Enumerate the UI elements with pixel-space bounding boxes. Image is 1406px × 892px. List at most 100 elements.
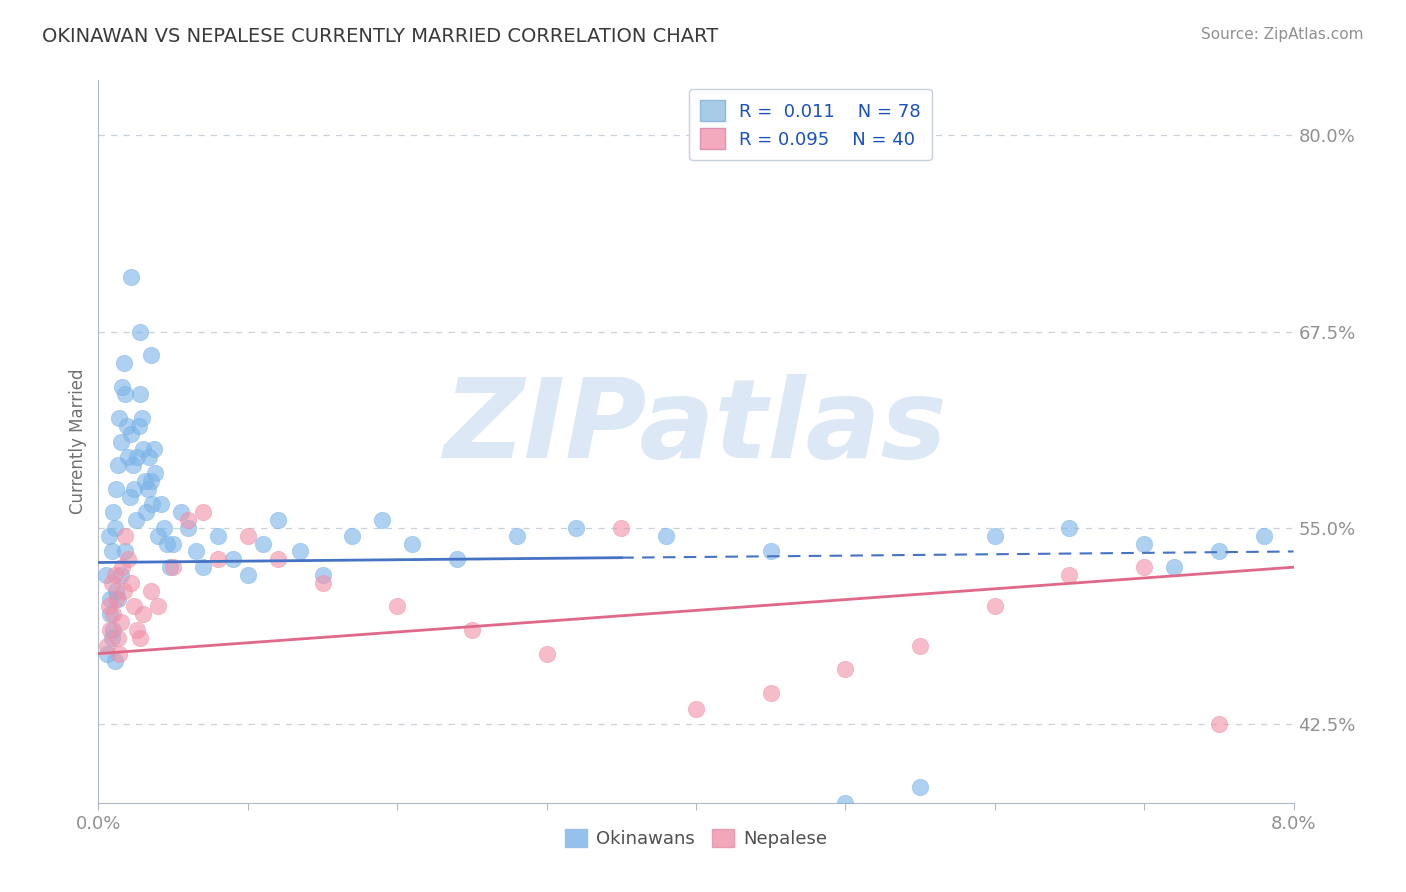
Point — [138, 450, 160, 465]
Point — [94, 568, 117, 582]
Point — [107, 631, 129, 645]
Point — [129, 325, 152, 339]
Point — [311, 568, 333, 582]
Point — [105, 583, 128, 598]
Point — [610, 521, 633, 535]
Point — [105, 591, 128, 606]
Y-axis label: Currently Married: Currently Married — [69, 368, 87, 515]
Point — [984, 529, 1007, 543]
Point — [97, 529, 120, 543]
Point — [98, 607, 122, 622]
Point — [655, 529, 678, 543]
Point — [134, 474, 156, 488]
Point — [96, 647, 118, 661]
Point — [252, 536, 274, 550]
Point — [908, 780, 931, 794]
Point — [110, 615, 132, 630]
Point — [685, 701, 707, 715]
Legend: Okinawans, Nepalese: Okinawans, Nepalese — [558, 822, 834, 855]
Text: Source: ZipAtlas.com: Source: ZipAtlas.com — [1201, 27, 1364, 42]
Point — [139, 348, 162, 362]
Point — [120, 269, 142, 284]
Point — [128, 418, 150, 433]
Point — [177, 513, 200, 527]
Point — [125, 513, 148, 527]
Point — [565, 521, 588, 535]
Point — [105, 482, 128, 496]
Point — [104, 655, 127, 669]
Point — [139, 474, 162, 488]
Point — [110, 434, 132, 449]
Point — [191, 560, 214, 574]
Point — [111, 560, 134, 574]
Point — [115, 418, 138, 433]
Point — [127, 450, 149, 465]
Point — [156, 536, 179, 550]
Point — [236, 529, 259, 543]
Point — [506, 529, 529, 543]
Point — [114, 529, 136, 543]
Point — [191, 505, 214, 519]
Point — [177, 521, 200, 535]
Point — [184, 544, 207, 558]
Point — [1059, 521, 1081, 535]
Point — [267, 513, 290, 527]
Point — [908, 639, 931, 653]
Point — [104, 568, 127, 582]
Point — [135, 505, 157, 519]
Point — [132, 607, 155, 622]
Point — [112, 356, 135, 370]
Point — [159, 560, 181, 574]
Point — [148, 599, 170, 614]
Point — [342, 529, 364, 543]
Point — [834, 662, 856, 676]
Point — [110, 568, 132, 582]
Point — [759, 686, 782, 700]
Point — [104, 521, 127, 535]
Point — [1133, 536, 1156, 550]
Point — [118, 490, 141, 504]
Point — [127, 623, 149, 637]
Point — [150, 497, 173, 511]
Point — [108, 647, 131, 661]
Point — [401, 536, 423, 550]
Point — [311, 575, 333, 590]
Point — [267, 552, 290, 566]
Point — [112, 583, 135, 598]
Point — [131, 411, 153, 425]
Point — [101, 544, 124, 558]
Point — [141, 497, 163, 511]
Point — [129, 631, 152, 645]
Point — [132, 442, 155, 457]
Point — [98, 623, 122, 637]
Point — [107, 458, 129, 472]
Point — [148, 529, 170, 543]
Point — [103, 505, 125, 519]
Point — [222, 552, 245, 566]
Point — [236, 568, 259, 582]
Point — [984, 599, 1007, 614]
Point — [143, 466, 166, 480]
Point — [207, 529, 229, 543]
Point — [108, 411, 131, 425]
Point — [103, 623, 125, 637]
Point — [98, 591, 122, 606]
Point — [117, 450, 139, 465]
Point — [120, 426, 142, 441]
Point — [1059, 568, 1081, 582]
Point — [117, 552, 139, 566]
Point — [834, 796, 856, 810]
Point — [1208, 544, 1230, 558]
Point — [142, 442, 165, 457]
Point — [1133, 560, 1156, 574]
Point — [121, 458, 143, 472]
Point — [153, 521, 176, 535]
Point — [759, 544, 782, 558]
Point — [101, 575, 124, 590]
Point — [96, 639, 118, 653]
Point — [1208, 717, 1230, 731]
Point — [461, 623, 484, 637]
Point — [136, 482, 159, 496]
Point — [1163, 560, 1185, 574]
Point — [97, 599, 120, 614]
